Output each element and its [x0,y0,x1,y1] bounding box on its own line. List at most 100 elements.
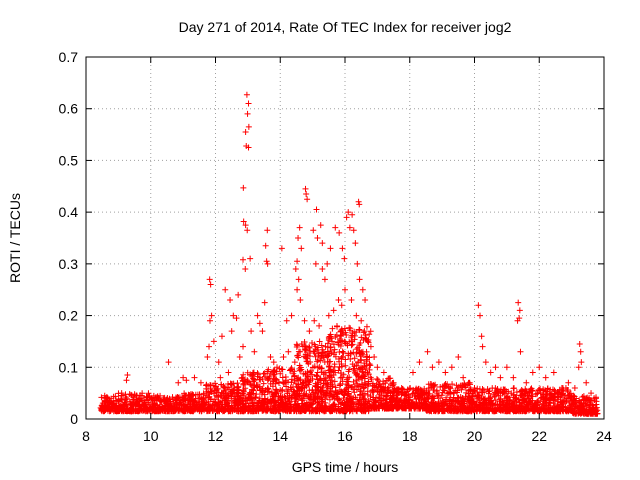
data-point [175,379,182,386]
data-point [346,398,353,405]
data-point [495,390,502,397]
x-tick-label: 22 [531,428,547,444]
data-point [414,386,421,393]
data-point [215,359,222,366]
data-point [523,379,530,386]
data-point [323,380,330,387]
data-point [260,380,267,387]
data-point [308,371,315,378]
data-point [529,405,536,412]
data-point [288,394,295,401]
data-point [236,353,243,360]
data-point [558,391,565,398]
data-point [465,390,472,397]
data-point [180,394,187,401]
data-point [277,393,284,400]
data-point [263,258,270,265]
data-point [264,260,271,267]
data-point [365,378,372,385]
data-point [235,291,242,298]
data-point [101,392,108,399]
data-point [423,391,430,398]
data-point [329,338,336,345]
data-point [571,393,578,400]
data-point [321,404,328,411]
data-point [382,392,389,399]
data-point [184,404,191,411]
data-point [302,371,309,378]
data-point [408,405,415,412]
data-point [542,387,549,394]
data-point [239,398,246,405]
data-point [385,388,392,395]
data-point [376,391,383,398]
data-point [330,371,337,378]
data-point [338,360,345,367]
data-point [161,399,168,406]
data-point [476,386,483,393]
data-point [212,399,219,406]
data-point [191,374,198,381]
data-point [210,390,217,397]
data-point [342,402,349,409]
grid [86,57,604,419]
data-point [337,333,344,340]
data-point [538,405,545,412]
data-point [208,312,215,319]
data-point [227,297,234,304]
data-point [390,379,397,386]
data-point [307,348,314,355]
data-point [265,375,272,382]
data-point [190,391,197,398]
data-point [295,405,302,412]
data-point [305,360,312,367]
data-point [243,91,250,98]
data-point [296,224,303,231]
data-point [580,401,587,408]
data-point [240,371,247,378]
data-point [245,123,252,130]
data-point [371,383,378,390]
data-point [255,371,262,378]
data-point [101,403,108,410]
data-point [318,342,325,349]
data-point [569,401,576,408]
data-point [142,407,149,414]
data-point [361,379,368,386]
data-point [235,384,242,391]
data-point [309,401,316,408]
data-point [206,317,213,324]
data-point [310,227,317,234]
data-point [251,382,258,389]
data-point [327,344,334,351]
data-point [322,343,329,350]
data-point [367,362,374,369]
data-point [415,390,422,397]
data-point [309,407,316,414]
data-point [563,397,570,404]
data-point [306,387,313,394]
data-point [205,407,212,414]
data-point [350,227,357,234]
data-point [314,369,321,376]
data-point [332,387,339,394]
data-point [312,260,319,267]
data-point [588,397,595,404]
data-point [330,401,337,408]
data-point [490,408,497,415]
data-point [362,297,369,304]
data-point [244,379,251,386]
data-point [337,380,344,387]
data-point [331,346,338,353]
data-point [364,338,371,345]
data-point [435,403,442,410]
data-point [491,389,498,396]
data-point [314,357,321,364]
data-point [394,392,401,399]
data-point [285,348,292,355]
data-point [138,392,145,399]
data-point [584,410,591,417]
data-point [409,369,416,376]
data-point [318,365,325,372]
data-point [159,406,166,413]
